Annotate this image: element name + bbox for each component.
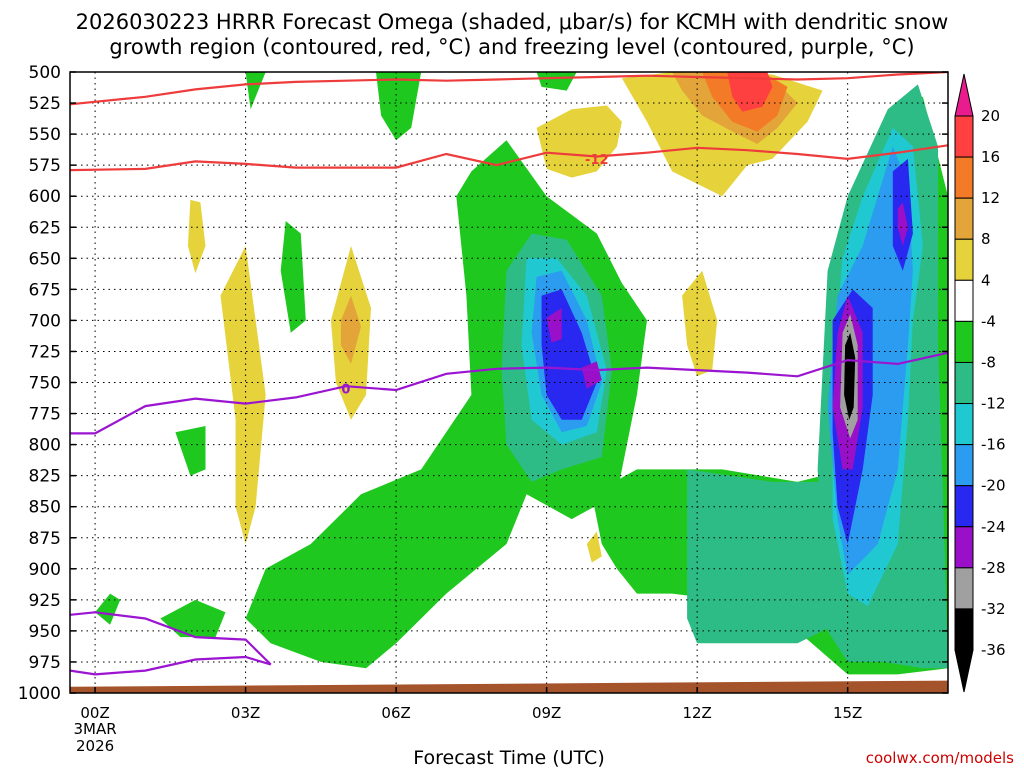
colorbar-box [954, 567, 974, 610]
x-tick-year: 2026 [76, 737, 114, 755]
omega-region-30 [844, 332, 856, 420]
contour-label: -12 [585, 153, 609, 168]
colorbar: 20 16 12 8 4 -4 -8 -12 -16 -20 -24 -28 -32 -36 [954, 73, 1006, 693]
y-tick-label: 825 [29, 467, 61, 487]
omega-region-37 [536, 72, 577, 91]
y-tick-label: 650 [29, 249, 61, 269]
omega-region-6 [220, 245, 266, 544]
y-tick-label: 950 [29, 622, 61, 642]
y-tick-label: 975 [29, 653, 61, 673]
y-axis: 500 525 550 575 600 625 650 675 700 725 750 775 800 8… [18, 63, 948, 704]
y-tick-label: 775 [29, 405, 61, 425]
omega-region-3 [727, 72, 773, 112]
y-tick-label: 925 [29, 591, 61, 611]
colorbar-label: 12 [981, 189, 1000, 207]
omega-region-25 [546, 308, 562, 343]
x-tick-label: 15Z [833, 704, 862, 722]
colorbar-box [954, 320, 974, 363]
omega-region-12 [586, 531, 602, 563]
omega-region-35 [160, 599, 226, 638]
omega-region-4 [536, 105, 622, 178]
colorbar-label: -20 [981, 477, 1006, 495]
colorbar-box [954, 279, 974, 322]
y-tick-label: 575 [29, 156, 61, 176]
colorbar-bottom-arrow [954, 649, 974, 693]
y-tick-label: 750 [29, 374, 61, 394]
y-tick-label: 600 [29, 187, 61, 207]
contour-line-1 [70, 72, 948, 106]
omega-region-32 [376, 72, 422, 141]
colorbar-box [954, 238, 974, 281]
colorbar-label: -36 [981, 641, 1006, 659]
colorbar-label: -24 [981, 518, 1006, 536]
colorbar-label: 8 [981, 230, 991, 248]
colorbar-label: 16 [981, 148, 1000, 166]
x-tick-label: 09Z [532, 704, 561, 722]
omega-region-33 [280, 221, 306, 333]
colorbar-label: -32 [981, 600, 1006, 618]
colorbar-box [954, 403, 974, 446]
omega-region-8 [340, 295, 361, 364]
omega-region-28 [897, 202, 908, 246]
colorbar-label: -16 [981, 436, 1006, 454]
colorbar-label: 4 [981, 271, 991, 289]
x-tick-label: 00Z [80, 704, 109, 722]
contour-label: 0 [341, 383, 350, 398]
colorbar-top-arrow [954, 73, 974, 117]
omega-region-26 [581, 361, 602, 389]
y-tick-label: 675 [29, 280, 61, 300]
terrain-layer [70, 680, 948, 693]
colorbar-box [954, 197, 974, 240]
x-tick-label: 12Z [682, 704, 711, 722]
chart-title-line1: 2026030223 HRRR Forecast Omega (shaded, … [76, 10, 949, 34]
colorbar-label: -8 [981, 353, 996, 371]
contour-line-3 [70, 611, 272, 676]
y-tick-label: 850 [29, 498, 61, 518]
contour-line-2 [70, 351, 948, 435]
contour-lines: -12 0 [70, 72, 948, 676]
y-tick-label: 525 [29, 94, 61, 114]
omega-region-34 [175, 426, 206, 476]
x-tick-label: 03Z [231, 704, 260, 722]
y-tick-label: 800 [29, 436, 61, 456]
x-tick-date: 3MAR [73, 720, 116, 738]
colorbar-label: -28 [981, 559, 1006, 577]
omega-region-36 [95, 593, 121, 625]
credit-text: coolwx.com/models [866, 749, 1014, 767]
colorbar-label: 20 [981, 107, 1000, 125]
omega-region-5 [187, 199, 206, 274]
y-tick-label: 875 [29, 529, 61, 549]
terrain-band [70, 680, 948, 693]
colorbar-box [954, 485, 974, 528]
omega-shading [95, 72, 948, 675]
colorbar-box [954, 444, 974, 487]
y-tick-label: 500 [29, 63, 61, 83]
omega-region-9 [682, 270, 718, 377]
y-tick-label: 725 [29, 342, 61, 362]
colorbar-box [954, 526, 974, 569]
y-tick-label: 625 [29, 218, 61, 238]
colorbar-box [954, 608, 974, 651]
chart-title-line2: growth region (contoured, red, °C) and f… [109, 35, 914, 59]
gridlines [70, 72, 948, 693]
omega-region-31 [245, 72, 266, 110]
y-tick-label: 700 [29, 311, 61, 331]
x-tick-label: 06Z [381, 704, 410, 722]
contour-line-0 [70, 144, 948, 172]
colorbar-box [954, 361, 974, 405]
colorbar-box [954, 115, 974, 158]
x-axis-label: Forecast Time (UTC) [413, 747, 604, 768]
colorbar-box [954, 156, 974, 199]
colorbar-label: -4 [981, 312, 996, 330]
y-tick-label: 900 [29, 560, 61, 580]
colorbar-label: -12 [981, 395, 1006, 413]
y-tick-label: 1000 [18, 684, 61, 704]
y-tick-label: 550 [29, 125, 61, 145]
